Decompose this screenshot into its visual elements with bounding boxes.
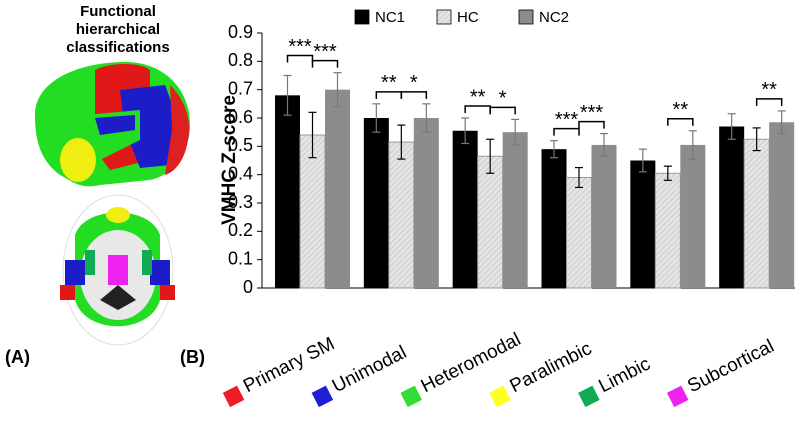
error-bar — [777, 110, 786, 135]
y-tick-label: 0.9 — [228, 22, 253, 42]
error-bar — [663, 165, 672, 181]
significance-label: ** — [673, 99, 689, 121]
x-tick-label: Limbic — [595, 354, 653, 398]
legend-swatch — [436, 9, 452, 25]
significance-bracket — [667, 118, 694, 126]
significance-label: * — [499, 88, 507, 110]
error-bar — [461, 117, 470, 145]
category-swatch — [489, 385, 511, 408]
bar — [719, 126, 745, 288]
legend-label: HC — [457, 9, 479, 26]
brain-lateral — [35, 62, 190, 187]
bar — [363, 118, 389, 288]
legend-swatch — [518, 9, 534, 25]
y-tick-label: 0.5 — [228, 135, 253, 155]
category-swatch — [400, 385, 422, 408]
bar — [630, 160, 656, 288]
significance-bracket — [578, 120, 605, 129]
error-bar — [422, 103, 431, 133]
bar — [452, 130, 478, 288]
y-tick-label: 0.8 — [228, 50, 253, 70]
bar — [502, 132, 528, 288]
panel-label: (B) — [180, 347, 205, 367]
error-bar — [600, 132, 608, 157]
significance-label: *** — [580, 102, 604, 124]
x-tick-label: Unimodal — [329, 342, 410, 397]
bar — [541, 149, 567, 288]
bar — [275, 95, 300, 288]
significance-label: *** — [555, 109, 579, 131]
category-label: Limbic — [578, 354, 654, 408]
error-bar — [333, 72, 342, 108]
significance-label: *** — [313, 41, 337, 63]
y-tick-label: 0.1 — [228, 248, 253, 268]
error-bar — [486, 138, 495, 174]
legend-label: NC2 — [539, 9, 569, 26]
category-swatch — [222, 385, 245, 408]
significance-label: ** — [470, 86, 486, 108]
panel-a-title-line: Functional — [80, 3, 156, 20]
x-tick-label: Subcortical — [684, 336, 777, 397]
significance-bracket — [286, 54, 314, 63]
significance-label: *** — [288, 36, 312, 58]
bar — [566, 177, 592, 289]
bar — [769, 122, 795, 288]
error-bar — [397, 124, 406, 160]
legend-label: NC1 — [375, 9, 405, 26]
error-bar — [727, 113, 736, 140]
bar — [477, 155, 504, 289]
error-bar — [752, 127, 761, 152]
bar — [388, 141, 415, 289]
error-bar — [638, 148, 647, 173]
category-swatch — [666, 385, 689, 408]
error-bar — [550, 140, 558, 159]
error-bar — [283, 74, 292, 116]
y-tick-label: 0.4 — [228, 163, 253, 183]
error-bar — [511, 118, 520, 146]
significance-label: ** — [761, 79, 777, 101]
panel-label: (A) — [5, 347, 30, 367]
significance-label: ** — [381, 72, 397, 94]
bar — [591, 144, 617, 288]
bar — [325, 89, 350, 289]
y-tick-label: 0.6 — [228, 107, 253, 127]
bar — [680, 144, 706, 288]
bar — [743, 138, 770, 289]
bar — [413, 118, 439, 288]
y-tick-label: 0.7 — [228, 78, 253, 98]
error-bar — [575, 166, 583, 189]
category-label: Subcortical — [666, 336, 778, 408]
significance-bracket — [553, 127, 580, 136]
significance-bracket — [755, 98, 783, 106]
error-bar — [688, 130, 697, 160]
category-swatch — [311, 385, 334, 408]
panel-a-title-line: classifications — [66, 39, 169, 56]
significance-bracket — [311, 59, 339, 68]
panel-a-title-line: hierarchical — [76, 21, 160, 38]
y-tick-label: 0 — [243, 277, 253, 297]
y-tick-label: 0.3 — [228, 192, 253, 212]
significance-bracket — [400, 91, 428, 99]
legend-swatch — [354, 9, 370, 25]
y-tick-label: 0.2 — [228, 220, 253, 240]
x-tick-label: Heteromodal — [418, 329, 524, 397]
significance-label: * — [410, 72, 418, 94]
bar — [654, 172, 681, 289]
brain-axial — [60, 194, 175, 346]
error-bar — [372, 103, 381, 133]
category-swatch — [578, 385, 600, 408]
significance-bracket — [489, 106, 516, 115]
y-axis-label: VMHC Z-score — [219, 95, 240, 225]
error-bar — [308, 111, 317, 159]
